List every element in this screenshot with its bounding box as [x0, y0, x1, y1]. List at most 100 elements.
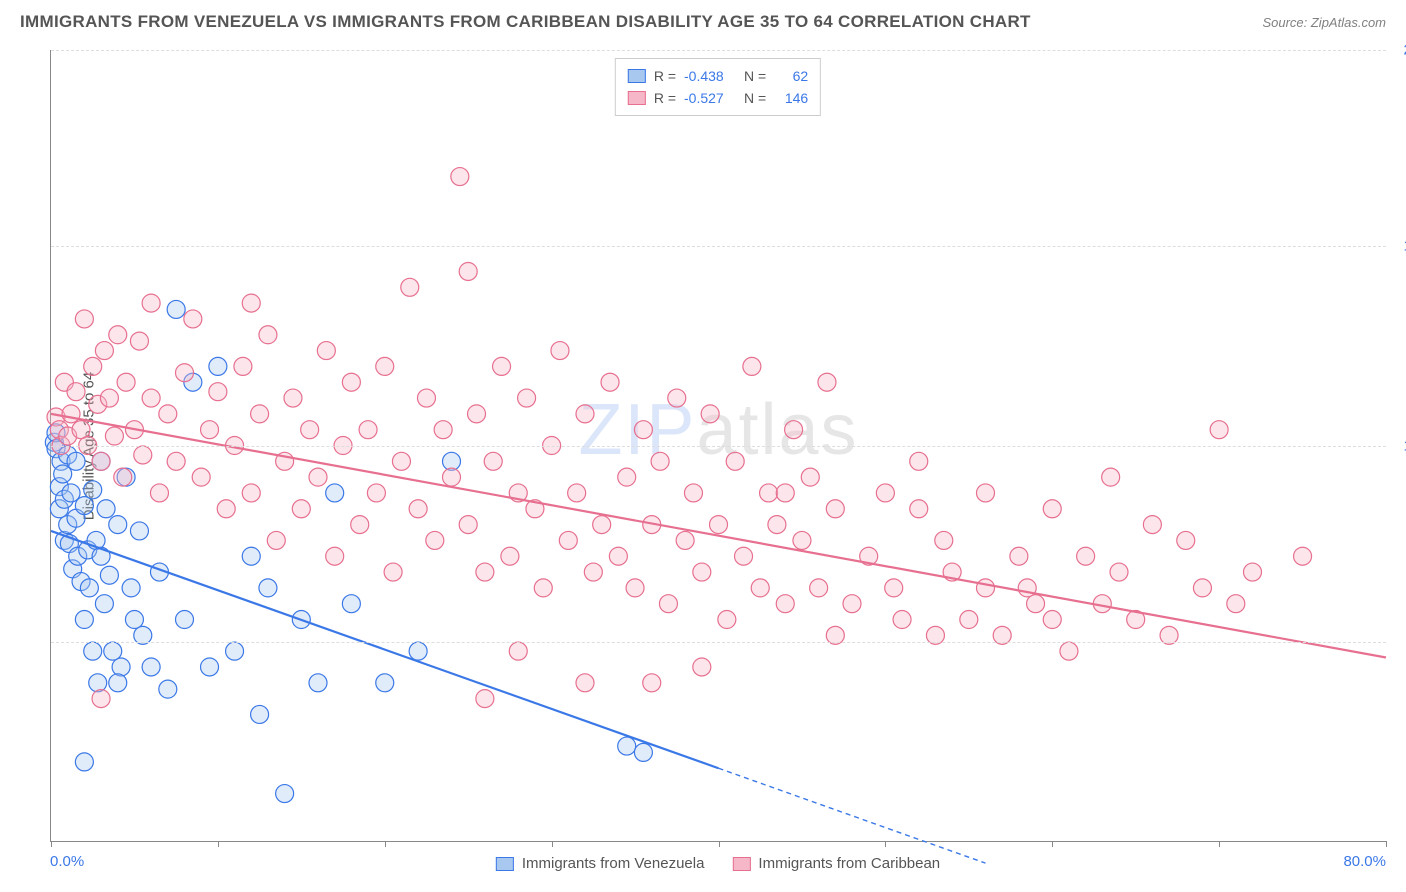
scatter-point: [92, 452, 110, 470]
scatter-point: [309, 468, 327, 486]
scatter-point: [84, 481, 102, 499]
x-tick: [1219, 841, 1220, 847]
scatter-point: [122, 579, 140, 597]
legend-n-label: N =: [744, 65, 766, 87]
scatter-point: [701, 405, 719, 423]
scatter-point: [89, 674, 107, 692]
scatter-point: [910, 452, 928, 470]
chart-title: IMMIGRANTS FROM VENEZUELA VS IMMIGRANTS …: [20, 12, 1031, 32]
scatter-point: [159, 680, 177, 698]
gridline: [51, 50, 1386, 51]
scatter-point: [476, 690, 494, 708]
scatter-point: [184, 310, 202, 328]
scatter-point: [75, 497, 93, 515]
scatter-point: [793, 531, 811, 549]
scatter-point: [776, 595, 794, 613]
y-tick-label: 18.8%: [1391, 238, 1406, 255]
scatter-point: [409, 500, 427, 518]
scatter-point: [651, 452, 669, 470]
legend-series-item: Immigrants from Venezuela: [496, 855, 705, 872]
scatter-point: [643, 674, 661, 692]
gridline: [51, 246, 1386, 247]
scatter-point: [192, 468, 210, 486]
scatter-point: [259, 326, 277, 344]
scatter-point: [551, 342, 569, 360]
legend-n-label: N =: [744, 87, 766, 109]
y-tick-label: 25.0%: [1391, 42, 1406, 59]
scatter-point: [1193, 579, 1211, 597]
y-tick-label: 6.3%: [1391, 633, 1406, 650]
scatter-point: [609, 547, 627, 565]
x-tick: [1052, 841, 1053, 847]
scatter-point: [818, 373, 836, 391]
scatter-point: [1102, 468, 1120, 486]
scatter-point: [301, 421, 319, 439]
scatter-point: [768, 516, 786, 534]
scatter-point: [317, 342, 335, 360]
legend-r-value: -0.438: [684, 65, 736, 87]
scatter-point: [409, 642, 427, 660]
legend-series-item: Immigrants from Caribbean: [732, 855, 940, 872]
scatter-point: [618, 737, 636, 755]
scatter-point: [534, 579, 552, 597]
scatter-point: [826, 500, 844, 518]
scatter-point: [201, 658, 219, 676]
scatter-point: [1244, 563, 1262, 581]
scatter-point: [459, 516, 477, 534]
y-tick-label: 12.5%: [1391, 437, 1406, 454]
legend-correlation-box: R = -0.438 N = 62 R = -0.527 N = 146: [615, 58, 821, 116]
scatter-point: [743, 357, 761, 375]
scatter-point: [217, 500, 235, 518]
plot-area: ZIPatlas 6.3%12.5%18.8%25.0%: [50, 50, 1386, 842]
scatter-point: [104, 642, 122, 660]
scatter-point: [142, 294, 160, 312]
x-axis-max-label: 80.0%: [1343, 853, 1386, 870]
legend-r-label: R =: [654, 65, 676, 87]
scatter-point: [710, 516, 728, 534]
source-label: Source: ZipAtlas.com: [1262, 15, 1386, 30]
legend-series: Immigrants from Venezuela Immigrants fro…: [496, 855, 940, 872]
scatter-point: [977, 579, 995, 597]
legend-swatch: [628, 69, 646, 83]
scatter-point: [142, 389, 160, 407]
scatter-point: [150, 484, 168, 502]
scatter-point: [95, 342, 113, 360]
scatter-point: [885, 579, 903, 597]
scatter-point: [95, 595, 113, 613]
scatter-point: [1143, 516, 1161, 534]
legend-series-label: Immigrants from Venezuela: [522, 855, 705, 872]
scatter-point: [1110, 563, 1128, 581]
scatter-point: [1010, 547, 1028, 565]
x-tick: [385, 841, 386, 847]
scatter-point: [176, 364, 194, 382]
scatter-point: [376, 357, 394, 375]
legend-n-value: 62: [774, 65, 808, 87]
scatter-point: [251, 405, 269, 423]
scatter-point: [760, 484, 778, 502]
scatter-point: [209, 357, 227, 375]
scatter-point: [114, 468, 132, 486]
scatter-point: [242, 547, 260, 565]
gridline: [51, 642, 1386, 643]
scatter-point: [451, 168, 469, 186]
scatter-point: [125, 611, 143, 629]
scatter-point: [876, 484, 894, 502]
scatter-point: [75, 611, 93, 629]
scatter-point: [476, 563, 494, 581]
scatter-point: [80, 579, 98, 597]
x-axis-min-label: 0.0%: [50, 853, 84, 870]
scatter-point: [893, 611, 911, 629]
scatter-point: [130, 522, 148, 540]
scatter-point: [100, 389, 118, 407]
scatter-point: [97, 500, 115, 518]
scatter-point: [509, 642, 527, 660]
legend-n-value: 146: [774, 87, 808, 109]
gridline: [51, 446, 1386, 447]
x-tick: [552, 841, 553, 847]
scatter-point: [459, 262, 477, 280]
scatter-point: [776, 484, 794, 502]
scatter-point: [92, 690, 110, 708]
scatter-point: [618, 468, 636, 486]
scatter-point: [568, 484, 586, 502]
scatter-point: [1077, 547, 1095, 565]
